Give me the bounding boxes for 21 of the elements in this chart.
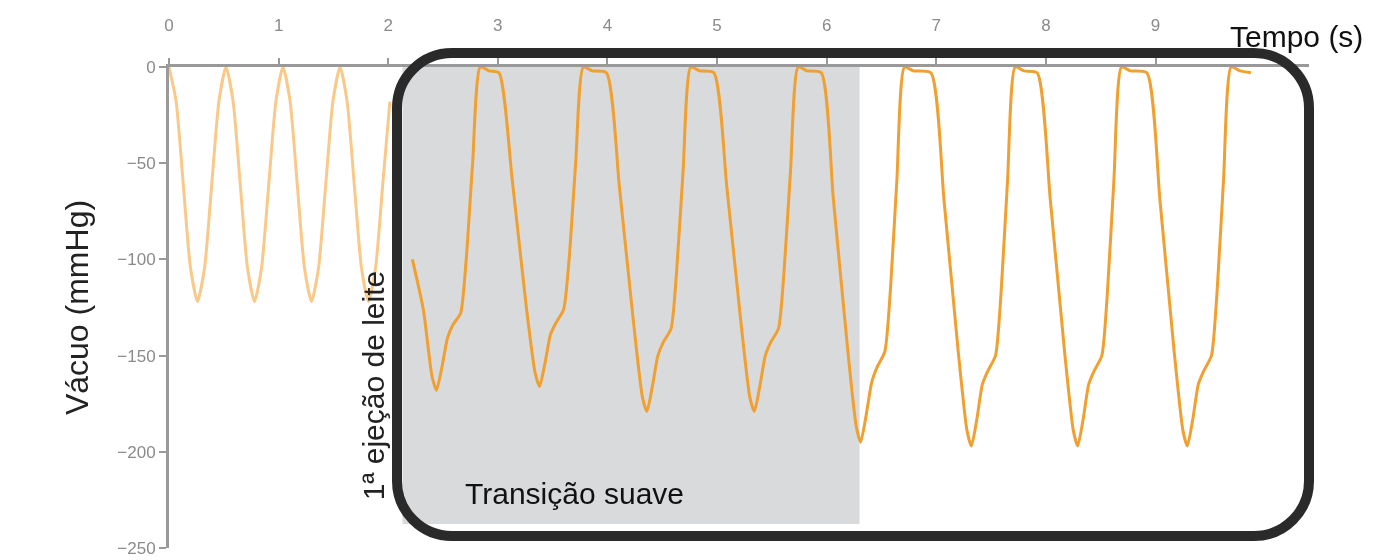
y-tick-label: −150 bbox=[117, 346, 156, 366]
y-tick-label: −50 bbox=[126, 154, 156, 174]
x-axis-title: Tempo (s) bbox=[1230, 20, 1364, 53]
x-tick-label: 6 bbox=[821, 16, 832, 36]
x-tick-label: 1 bbox=[273, 16, 284, 36]
annotation: 1ª ejeção de leite bbox=[356, 270, 390, 501]
y-tick-label: 0 bbox=[146, 57, 156, 77]
y-tick-label: −250 bbox=[117, 538, 156, 558]
x-tick-label: 0 bbox=[164, 16, 174, 36]
line-series bbox=[410, 67, 1253, 448]
x-tick-label: 4 bbox=[602, 16, 613, 36]
y-tick-label: −100 bbox=[117, 250, 156, 270]
x-tick-label: 8 bbox=[1041, 16, 1051, 36]
x-tick-label: 7 bbox=[931, 16, 942, 36]
band-label: Transição suave bbox=[465, 477, 684, 510]
x-tick-label: 3 bbox=[493, 16, 503, 36]
x-tick-label: 9 bbox=[1150, 16, 1161, 36]
y-axis-title: Vácuo (mmHg) bbox=[58, 199, 95, 416]
x-tick-label: 5 bbox=[712, 16, 722, 36]
y-tick-label: −200 bbox=[117, 442, 156, 462]
x-tick-label: 2 bbox=[383, 16, 393, 36]
